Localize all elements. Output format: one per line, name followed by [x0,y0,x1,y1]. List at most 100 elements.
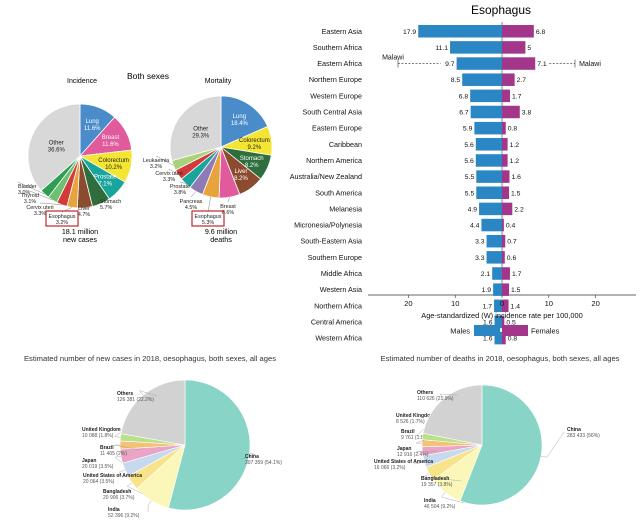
row-label-northern-africa: Northern Africa [314,301,362,310]
esophagus-bar-chart: Eastern Asia 17.9 6.8 Southern Africa 11.1 5 E… [290,22,636,345]
value-females-western-europe: 1.7 [512,93,522,100]
highlight-box-esophagus [45,210,79,227]
mortality-pie-title: Mortality [205,78,232,85]
incidence-caption-line2: new cases [63,235,97,244]
row-label-eastern-europe: Eastern Europe [312,124,362,133]
bar-males-northern-america [475,154,502,167]
row-label-southern-africa: Southern Africa [313,43,362,52]
country-value-united-kingdom: 10 088 (1.8%) [82,433,114,439]
row-label-western-africa: Western Africa [315,334,362,343]
slice-label-other: Other [49,140,64,146]
slice-label-cervix-uteri: Cervix uteri [26,205,53,211]
value-males-eastern-europe: 5.9 [463,126,473,133]
mortality-caption-line2: deaths [210,235,232,244]
country-label-united-kingdom: United Kingdom [396,413,435,419]
slice-pct-esophagus: 5.3% [202,220,214,226]
country-label-bangladesh: Bangladesh [103,489,131,495]
value-males-southern-europe: 3.3 [475,255,485,262]
slice-others [422,384,483,446]
slice-label-esophagus: Esophagus [195,214,222,220]
country-value-china: 307 359 (54.1%) [245,460,282,466]
value-females-south-eastern-asia: 0.7 [507,239,517,246]
value-males-western-europe: 6.8 [459,93,469,100]
value-males-northern-africa: 1.7 [483,303,493,310]
bar-females-western-africa [502,331,506,345]
value-males-australia-new-zealand: 5.5 [465,174,475,181]
bar-females-south-america [502,186,510,199]
slice-label-leukaemia: Leukaemia [143,158,169,164]
legend-label-males: Males [450,327,470,336]
slice-label-liver: Liver [234,169,247,175]
country-label-china: China [245,454,259,460]
leader-breast [227,197,230,203]
bar-males-south-central-asia [470,105,502,119]
value-males-south-america: 5.5 [465,190,475,197]
country-label-india: India [424,498,436,504]
slice-others [120,379,186,446]
row-label-northern-europe: Northern Europe [309,75,362,84]
leader-others [439,393,458,399]
leader-thyroid [29,190,53,201]
slice-pct-lung: 11.6% [84,126,101,132]
x-tick-label-2: 0 [500,299,504,308]
row-label-eastern-africa: Eastern Africa [317,59,362,68]
slice-pct-colorectum: 9.2% [248,145,262,151]
legend-swatch-females [502,325,528,336]
x-tick-label-3: 10 [545,299,553,308]
slice-pct-liver: 4.7% [78,212,90,218]
row-label-micronesia-polynesia: Micronesia/Polynesia [294,221,362,230]
leader-bangladesh [126,482,144,495]
country-label-brazil: Brazil [401,429,415,435]
x-tick-label-1: 10 [451,299,459,308]
slice-pct-leukaemia: 3.2% [150,164,162,170]
country-value-brazil: 9 761 (1.9%) [401,435,430,441]
value-males-western-asia: 1.9 [482,287,492,294]
slice-pct-esophagus: 3.2% [56,220,68,226]
bar-males-northern-europe [462,73,502,86]
value-females-eastern-africa: 7.1 [537,61,547,68]
row-label-western-europe: Western Europe [310,91,362,100]
value-females-southern-africa: 5 [527,45,531,52]
slice-pct-cervix-uteri: 3.3% [34,211,46,217]
bar-females-south-central-asia [502,105,520,119]
slice-label-other: Other [193,127,208,133]
country-label-united-states-of-america: United States of America [374,459,433,465]
bar-females-eastern-europe [502,121,506,135]
row-label-australia-new-zealand: Australia/New Zealand [290,172,362,181]
country-label-japan: Japan [397,446,411,452]
slice-label-prostate: Prostate [94,174,117,180]
country-label-japan: Japan [82,458,96,464]
bar-males-middle-africa [492,267,502,280]
slice-pct-bladder: 3.0% [18,190,30,196]
value-males-western-africa: 1.6 [483,336,493,343]
value-females-melanesia: 2.2 [514,206,524,213]
value-males-southern-africa: 11.1 [435,45,448,52]
country-value-united-states-of-america: 16 066 (3.2%) [374,465,406,471]
value-females-south-central-asia: 3.8 [522,110,532,117]
slice-pct-other: 36.6% [48,147,66,153]
value-males-micronesia-polynesia: 4.4 [470,223,480,230]
row-label-eastern-asia: Eastern Asia [322,27,362,36]
row-label-south-central-asia: South Central Asia [302,108,362,117]
bar-females-australia-new-zealand [502,170,510,183]
country-value-india: 52 396 (9.2%) [108,513,140,519]
country-value-japan: 20 019 (3.5%) [82,464,114,470]
value-females-central-america: 0.5 [506,319,516,326]
leader-china [540,431,565,458]
country-value-bangladesh: 20 906 (3.7%) [103,495,135,501]
leader-united-kingdom [113,431,123,438]
value-males-northern-america: 5.6 [464,158,474,165]
leader-liver [83,203,86,208]
bar-males-eastern-asia [418,25,502,38]
incidence-pie: Lung11.6%Breast11.6%Colorectum10.2%Prost… [17,103,133,227]
x-tick-label-0: 20 [404,299,412,308]
value-females-southern-europe: 0.6 [507,255,517,262]
country-value-others: 110 626 (21.9%) [417,396,454,402]
value-males-eastern-asia: 17.9 [403,29,416,36]
value-males-central-america: 1.6 [483,319,493,326]
bar-males-southern-europe [486,251,502,264]
row-label-western-asia: Western Asia [320,285,362,294]
esophagus-chart-title: Esophagus [471,3,531,17]
